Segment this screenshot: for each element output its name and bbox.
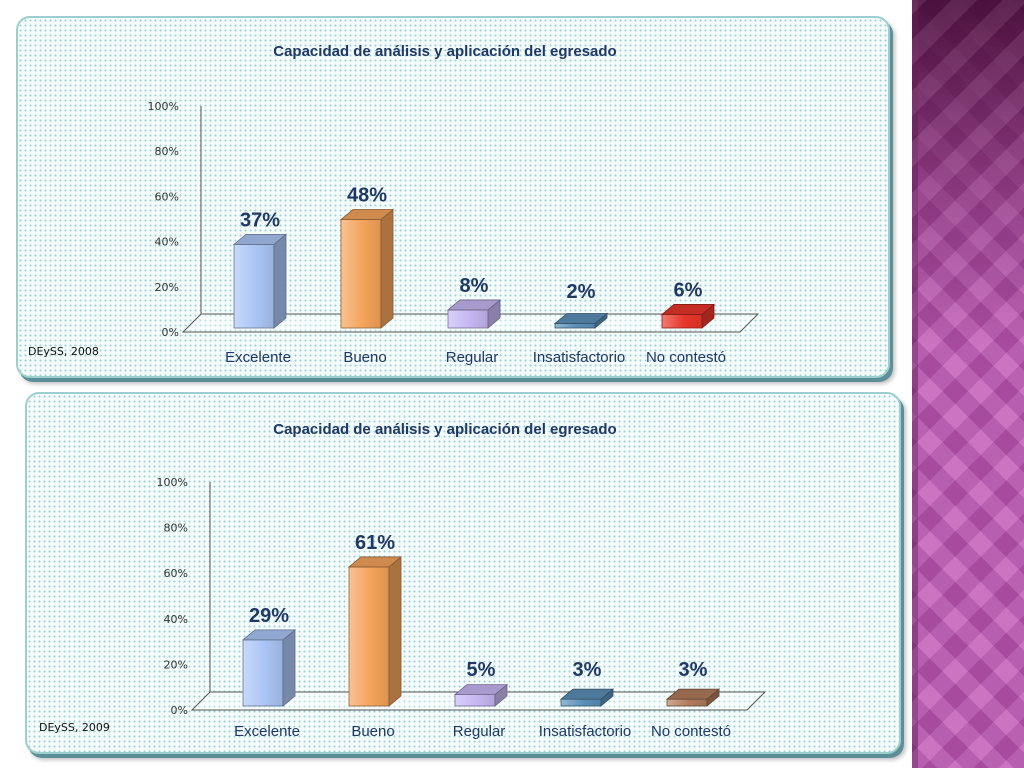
bar-front	[233, 243, 275, 329]
y-tick-label: 60%	[155, 190, 179, 203]
bar-top	[446, 299, 502, 311]
category-label: Regular	[446, 349, 499, 366]
bar-side	[282, 629, 296, 707]
chart-card-2008: Capacidad de análisis y aplicación del e…	[16, 16, 890, 378]
y-tick-label: 20%	[164, 658, 188, 671]
y-tick-label: 0%	[162, 326, 179, 339]
data-label: 3%	[573, 659, 602, 681]
source-label: DEySS, 2008	[28, 345, 99, 358]
bar-top	[232, 233, 288, 245]
bar-front	[242, 639, 284, 707]
bar	[232, 233, 288, 329]
chart-title: Capacidad de análisis y aplicación del e…	[273, 43, 616, 60]
bar-top	[339, 209, 395, 220]
y-tick-label: 100%	[148, 100, 179, 113]
chart-title: Capacidad de análisis y aplicación del e…	[273, 421, 616, 438]
data-label: 29%	[249, 605, 289, 627]
data-label: 37%	[240, 209, 280, 231]
y-tick-label: 80%	[164, 522, 188, 535]
category-label: Insatisfactorio	[533, 349, 626, 366]
bar-top	[553, 313, 609, 324]
bar	[553, 312, 609, 329]
data-label: 5%	[467, 659, 496, 681]
y-tick-label: 40%	[155, 236, 179, 249]
bar-front	[447, 309, 489, 329]
bar-front	[560, 698, 602, 707]
y-tick-label: 100%	[157, 476, 188, 489]
data-label: 61%	[355, 532, 395, 554]
bar-side	[273, 233, 287, 329]
category-label: Insatisfactorio	[539, 723, 632, 740]
bar-front	[666, 698, 708, 707]
bar-front	[661, 314, 703, 329]
y-tick-label: 0%	[171, 704, 188, 717]
bar	[660, 303, 716, 329]
data-label: 3%	[679, 659, 708, 681]
bar-side	[388, 556, 402, 707]
bar-front	[348, 566, 390, 707]
category-label: No contestó	[646, 349, 726, 366]
bar-front	[454, 694, 496, 707]
bar	[559, 688, 615, 707]
category-label: Bueno	[343, 349, 386, 366]
bar-top	[559, 688, 615, 700]
bar	[347, 556, 403, 707]
category-label: Bueno	[351, 723, 394, 740]
category-label: Regular	[453, 723, 506, 740]
category-label: No contestó	[651, 723, 731, 740]
bar	[339, 208, 395, 329]
bar	[665, 688, 721, 707]
y-tick-label: 60%	[164, 567, 188, 580]
bar-front	[554, 323, 596, 329]
bar	[453, 683, 509, 707]
data-label: 6%	[674, 279, 703, 301]
y-tick-label: 80%	[155, 145, 179, 158]
bar-top	[347, 556, 403, 568]
chart-card-2009: Capacidad de análisis y aplicación del e…	[25, 392, 901, 754]
data-label: 48%	[347, 185, 387, 207]
bar-top	[660, 304, 716, 315]
bar-top	[665, 688, 721, 700]
data-label: 8%	[460, 275, 489, 297]
chart-2008: Capacidad de análisis y aplicación del e…	[28, 43, 760, 366]
data-label: 2%	[567, 281, 596, 303]
bar-front	[340, 219, 382, 329]
category-label: Excelente	[225, 349, 291, 366]
bar-side	[380, 208, 394, 329]
bar	[241, 629, 297, 707]
chart-2009: Capacidad de análisis y aplicación del e…	[39, 421, 767, 740]
y-tick-label: 20%	[155, 281, 179, 294]
y-tick-label: 40%	[164, 613, 188, 626]
bar-top	[453, 684, 509, 696]
source-label: DEySS, 2009	[39, 721, 110, 734]
bar	[446, 299, 502, 329]
bar-top	[241, 629, 297, 641]
category-label: Excelente	[234, 723, 300, 740]
side-decoration-panel	[912, 0, 1024, 768]
